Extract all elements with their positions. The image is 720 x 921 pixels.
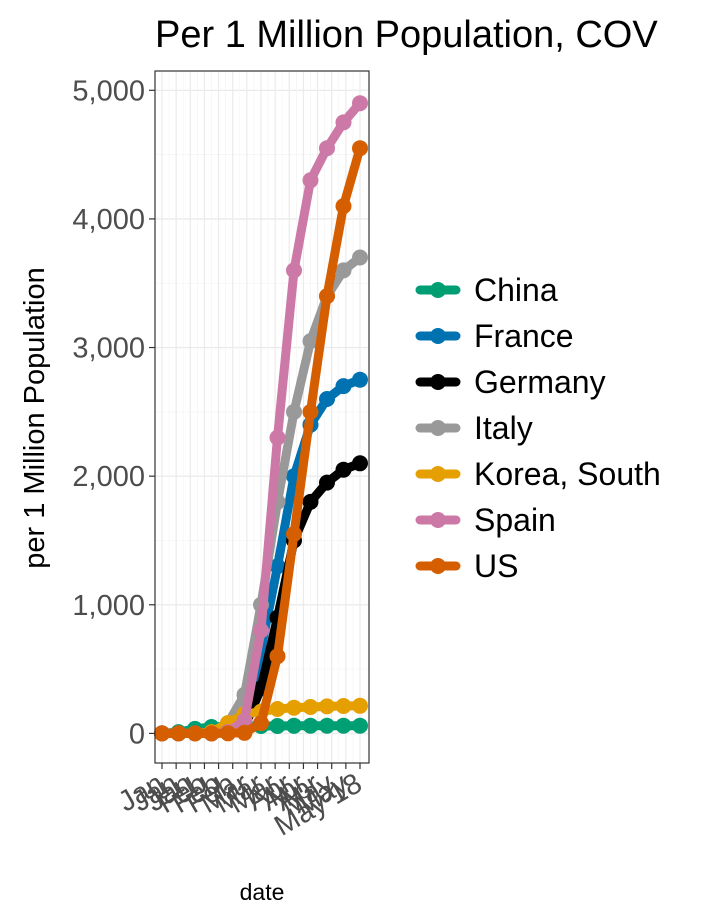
data-point (286, 403, 302, 420)
y-axis: 0 1,000 2,000 3,000 4,000 5,000 (72, 75, 155, 750)
data-point (269, 648, 286, 665)
data-point (253, 715, 269, 732)
legend-label: Spain (474, 502, 556, 538)
x-axis-label: date (240, 879, 285, 905)
data-point (352, 455, 368, 472)
y-tick-label: 5,000 (72, 75, 145, 107)
legend-key-point (430, 420, 446, 436)
data-point (302, 172, 319, 189)
data-point (319, 474, 335, 491)
legend-key-point (430, 328, 446, 344)
legend-label: US (474, 548, 518, 584)
legend-label: France (474, 318, 574, 354)
data-point (335, 378, 352, 395)
data-point (302, 493, 319, 510)
legend-item: China (415, 272, 558, 308)
legend-label: China (474, 272, 558, 308)
y-tick-label: 2,000 (72, 461, 145, 493)
y-tick-label: 4,000 (72, 204, 145, 236)
data-point (286, 526, 302, 542)
legend-key-point (430, 466, 446, 482)
data-point (335, 698, 352, 714)
series-layer (154, 95, 368, 742)
data-point (269, 429, 286, 446)
y-tick-label: 1,000 (72, 590, 145, 622)
data-point (220, 725, 236, 742)
data-point (269, 558, 286, 575)
data-point (335, 198, 352, 215)
y-axis-label: per 1 Million Population (19, 267, 51, 568)
data-point (319, 698, 335, 715)
y-tick-label: 3,000 (72, 333, 145, 365)
grid-lines (155, 71, 369, 763)
data-point (335, 262, 352, 279)
legend-key-point (430, 282, 446, 298)
legend-key-point (430, 512, 446, 528)
data-point (236, 712, 253, 729)
data-point (352, 697, 368, 714)
data-point (286, 262, 302, 279)
series-us (154, 140, 368, 742)
data-point (352, 140, 368, 157)
x-axis: JanJanJanFebFebFebMarMarMarAprAprAprMayM… (113, 763, 368, 843)
legend-item: France (415, 318, 574, 354)
data-point (269, 701, 286, 717)
legend: China France Germany Italy Korea, South Spain… (415, 272, 661, 584)
legend-label: Italy (474, 410, 533, 446)
data-point (319, 140, 335, 157)
legend-label: Germany (474, 364, 606, 400)
legend-item: Italy (415, 410, 533, 446)
data-point (352, 371, 368, 388)
data-point (286, 717, 302, 734)
data-point (302, 403, 319, 420)
data-point (302, 333, 319, 350)
data-point (335, 461, 352, 478)
data-point (302, 699, 319, 715)
plot-border (154, 70, 370, 764)
legend-item: US (415, 548, 518, 584)
data-point (154, 725, 170, 742)
data-point (302, 717, 319, 734)
data-point (352, 249, 368, 266)
legend-label: Korea, South (474, 456, 661, 492)
data-point (352, 717, 368, 734)
chart-title: Per 1 Million Population, COV (155, 14, 658, 56)
data-point (269, 718, 286, 734)
data-point (352, 95, 368, 112)
legend-item: Spain (415, 502, 556, 538)
legend-key-point (430, 374, 446, 390)
data-point (236, 724, 253, 741)
data-point (319, 391, 335, 407)
data-point (335, 717, 352, 734)
data-point (203, 725, 220, 742)
data-point (319, 717, 335, 734)
legend-item: Germany (415, 364, 606, 400)
data-point (187, 725, 203, 742)
legend-key-point (430, 558, 446, 574)
data-point (170, 725, 187, 742)
data-point (335, 114, 352, 131)
data-point (253, 622, 269, 639)
data-point (319, 288, 335, 305)
data-point (286, 699, 302, 716)
legend-item: Korea, South (415, 456, 661, 492)
y-tick-label: 0 (129, 718, 145, 750)
